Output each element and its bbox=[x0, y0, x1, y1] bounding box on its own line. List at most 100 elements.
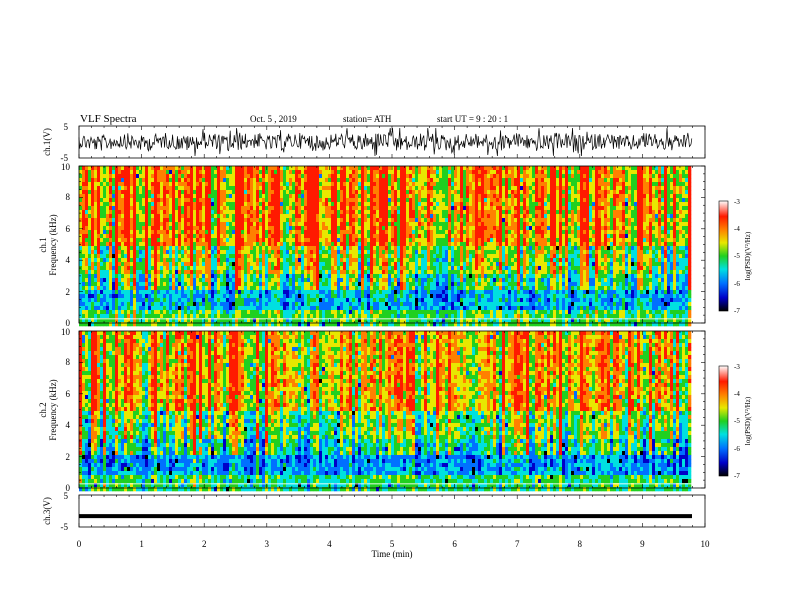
ch1-spectrogram-cell bbox=[250, 318, 254, 323]
ch1-spectrogram-cell bbox=[397, 214, 401, 219]
ch1-spectrogram-cell bbox=[220, 262, 224, 267]
ch1-spectrogram-cell bbox=[187, 234, 191, 239]
ch1-spectrogram-cell bbox=[382, 250, 386, 255]
ch1-spectrogram-cell bbox=[388, 266, 392, 271]
ch1-spectrogram-cell bbox=[253, 166, 257, 171]
ch1-spectrogram-cell bbox=[145, 198, 149, 203]
ch1-spectrogram-cell bbox=[412, 302, 416, 307]
ch1-spectrogram-cell bbox=[310, 194, 314, 199]
ch1-spectrogram-cell bbox=[376, 270, 380, 275]
ch1-spectrogram-cell bbox=[205, 178, 209, 183]
ch1-spectrogram-cell bbox=[292, 278, 296, 283]
ch1-spectrogram-cell bbox=[379, 190, 383, 195]
ch1-spectrogram-cell bbox=[193, 258, 197, 263]
ch1-spectrogram-cell bbox=[286, 246, 290, 251]
ch1-spectrogram-cell bbox=[241, 178, 245, 183]
ch1-spectrogram-cell bbox=[235, 266, 239, 271]
ch1-spectrogram-cell bbox=[130, 226, 134, 231]
ch1-spectrogram-cell bbox=[136, 318, 140, 323]
ch1-spectrogram-cell bbox=[94, 182, 98, 187]
ch1-spectrogram-cell bbox=[121, 226, 125, 231]
ch1-spectrogram-cell bbox=[103, 262, 107, 267]
ch1-spectrogram-cell bbox=[166, 218, 170, 223]
ch1-spectrogram-cell bbox=[199, 206, 203, 211]
ch1-spectrogram-cell bbox=[322, 250, 326, 255]
ch1-spectrogram-cell bbox=[151, 298, 155, 303]
ch1-spectrogram-cell bbox=[187, 274, 191, 279]
ch1-spectrogram-cell bbox=[196, 270, 200, 275]
ch1-spectrogram-cell bbox=[193, 314, 197, 319]
ch1-spectrogram-cell bbox=[103, 270, 107, 275]
ch1-spectrogram-cell bbox=[316, 194, 320, 199]
ch1-spectrogram-cell bbox=[124, 246, 128, 251]
ch1-spectrogram-cell bbox=[382, 286, 386, 291]
ch1-spectrogram-cell bbox=[148, 322, 152, 327]
ch1-spectrogram-cell bbox=[364, 322, 368, 327]
ch1-spectrogram-cell bbox=[202, 246, 206, 251]
ch1-spectrogram-cell bbox=[418, 186, 422, 191]
ch1-spectrogram-cell bbox=[352, 294, 356, 299]
date-label: Oct. 5 , 2019 bbox=[250, 114, 297, 124]
ch1-spectrogram-cell bbox=[394, 186, 398, 191]
ch1-spectrogram-cell bbox=[202, 250, 206, 255]
ch1-spectrogram-cell bbox=[388, 258, 392, 263]
ch1-spectrogram-cell bbox=[103, 258, 107, 263]
ch1-spectrogram-cell bbox=[94, 282, 98, 287]
ch1-spectrogram-cell bbox=[415, 258, 419, 263]
ch1-spectrogram-cell bbox=[397, 186, 401, 191]
ch1-spectrogram-cell bbox=[370, 298, 374, 303]
ch1-spectrogram-cell bbox=[307, 282, 311, 287]
ch1-spectrogram-cell bbox=[364, 234, 368, 239]
ch1-spectrogram-cell bbox=[85, 290, 89, 295]
ch1-spectrogram-cell bbox=[184, 210, 188, 215]
ch1-spectrogram-cell bbox=[400, 298, 404, 303]
ch1-spectrogram-cell bbox=[271, 218, 275, 223]
ch1-spectrogram-cell bbox=[88, 250, 92, 255]
ch1-spectrogram-cell bbox=[88, 310, 92, 315]
ch1-spectrogram-cell bbox=[286, 174, 290, 179]
ch1-spectrogram-cell bbox=[145, 178, 149, 183]
ch1-spectrogram-cell bbox=[205, 298, 209, 303]
ch1-spectrogram-cell bbox=[382, 218, 386, 223]
ch1-spectrogram-cell bbox=[379, 210, 383, 215]
ch1-spectrogram-cell bbox=[286, 214, 290, 219]
ch1-spectrogram-cell bbox=[412, 254, 416, 259]
ch1-spectrogram-cell bbox=[370, 282, 374, 287]
ch1-spectrogram-cell bbox=[154, 310, 158, 315]
ch1-spectrogram-cell bbox=[400, 262, 404, 267]
ch1-spectrogram-cell bbox=[193, 234, 197, 239]
ch1-spectrogram-cell bbox=[106, 314, 110, 319]
ch1-spectrogram-cell bbox=[223, 198, 227, 203]
ch1-spectrogram-cell bbox=[265, 178, 269, 183]
ch1-spectrogram-cell bbox=[163, 218, 167, 223]
ch1-spectrogram-cell bbox=[337, 166, 341, 171]
ch1-spectrogram-cell bbox=[403, 202, 407, 207]
ch1-spectrogram-cell bbox=[178, 250, 182, 255]
ch1-spectrogram-cell bbox=[103, 166, 107, 171]
ch1-spectrogram-cell bbox=[331, 302, 335, 307]
ch1-spectrogram-cell bbox=[355, 266, 359, 271]
ch1-spectrogram-cell bbox=[316, 210, 320, 215]
ch1-spectrogram-cell bbox=[256, 218, 260, 223]
ch1-spectrogram-cell bbox=[163, 318, 167, 323]
ch1-spectrogram-cell bbox=[424, 174, 428, 179]
ch1-spectrogram-cell bbox=[160, 302, 164, 307]
ch1-spectrogram-cell bbox=[394, 302, 398, 307]
ch1-spectrogram-cell bbox=[160, 222, 164, 227]
ch1-spectrogram-cell bbox=[109, 238, 113, 243]
ch1-spectrogram-cell bbox=[328, 198, 332, 203]
ch1-spectrogram-cell bbox=[211, 178, 215, 183]
ch1-spectrogram-cell bbox=[253, 294, 257, 299]
ch1-spectrogram-cell bbox=[250, 198, 254, 203]
ch1-spectrogram-cell bbox=[358, 238, 362, 243]
ch1-spectrogram-cell bbox=[382, 198, 386, 203]
ch1-spectrogram-cell bbox=[439, 206, 443, 211]
ch1-spectrogram-cell bbox=[211, 230, 215, 235]
ch1-spectrogram-cell bbox=[346, 190, 350, 195]
ch1-spectrogram-cell bbox=[106, 238, 110, 243]
ch1-spectrogram-cell bbox=[175, 190, 179, 195]
ch1-spectrogram-cell bbox=[331, 254, 335, 259]
ch1-spectrogram-cell bbox=[349, 294, 353, 299]
ch1-spectrogram-cell bbox=[352, 170, 356, 175]
ch1-spectrogram-cell bbox=[202, 166, 206, 171]
